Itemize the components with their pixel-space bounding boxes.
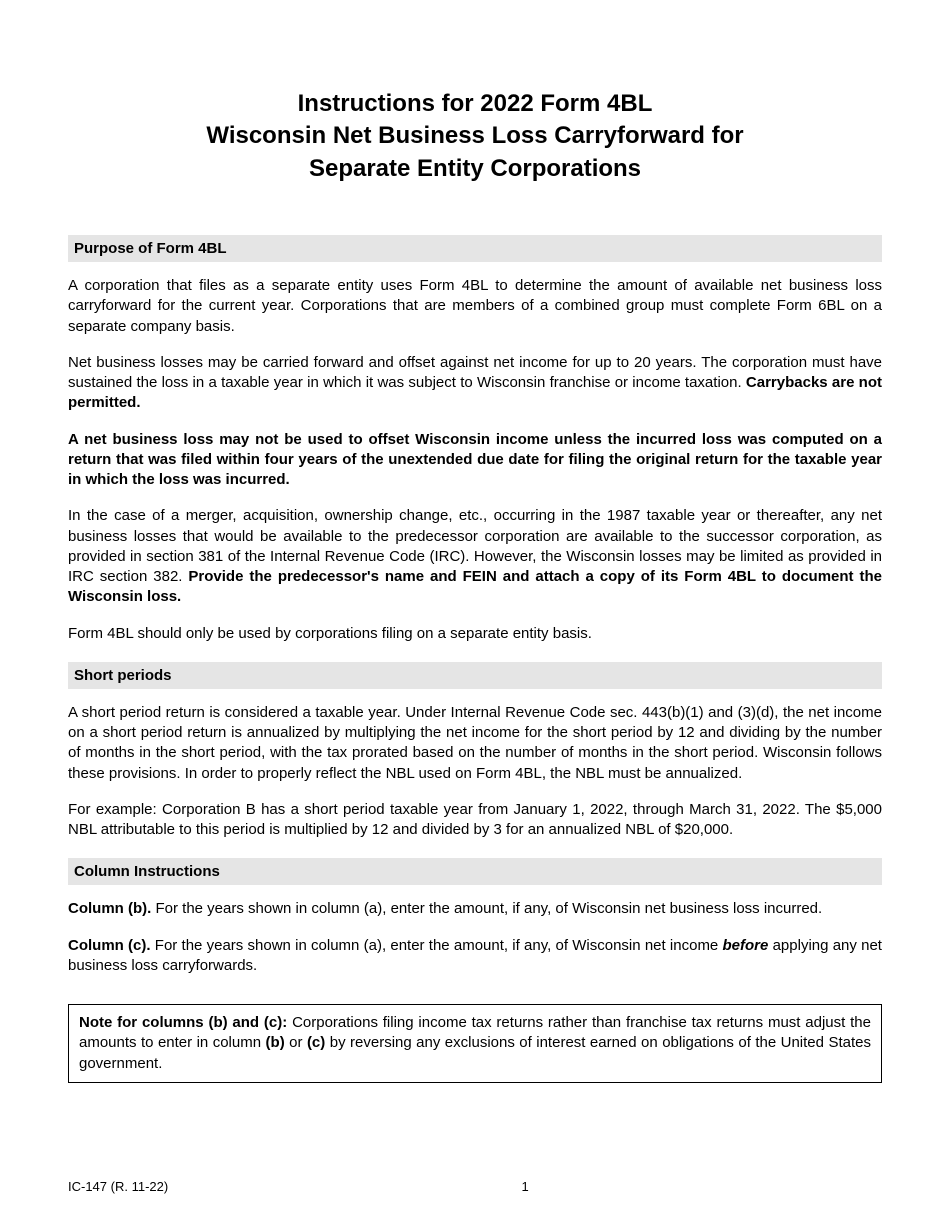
title-line-1: Instructions for 2022 Form 4BL [298, 90, 653, 117]
section-header-column-instructions: Column Instructions [68, 858, 882, 885]
purpose-para-3: A net business loss may not be used to o… [68, 430, 882, 491]
note-text-b: or [285, 1034, 307, 1051]
purpose-para-4: In the case of a merger, acquisition, ow… [68, 506, 882, 607]
purpose-para-1: A corporation that files as a separate e… [68, 276, 882, 337]
page-footer: IC-147 (R. 11-22) 1 [68, 1179, 882, 1194]
column-c-text-a: For the years shown in column (a), enter… [151, 937, 723, 954]
document-title: Instructions for 2022 Form 4BL Wisconsin… [68, 88, 882, 185]
note-b-bold: (b) [266, 1034, 285, 1051]
column-c-before: before [723, 937, 769, 954]
note-label: Note for columns (b) and (c): [79, 1014, 287, 1031]
footer-page-number: 1 [68, 1179, 882, 1194]
note-box: Note for columns (b) and (c): Corporatio… [68, 1004, 882, 1083]
section-header-purpose: Purpose of Form 4BL [68, 235, 882, 262]
title-line-2: Wisconsin Net Business Loss Carryforward… [206, 122, 743, 149]
purpose-p4-bold: Provide the predecessor's name and FEIN … [68, 568, 882, 605]
note-c-bold: (c) [307, 1034, 325, 1051]
short-periods-para-1: A short period return is considered a ta… [68, 703, 882, 784]
column-b-para: Column (b). For the years shown in colum… [68, 899, 882, 919]
column-b-text: For the years shown in column (a), enter… [151, 900, 822, 917]
document-page: Instructions for 2022 Form 4BL Wisconsin… [0, 0, 950, 1230]
purpose-para-2: Net business losses may be carried forwa… [68, 353, 882, 414]
section-header-short-periods: Short periods [68, 662, 882, 689]
purpose-para-5: Form 4BL should only be used by corporat… [68, 624, 882, 644]
short-periods-para-2: For example: Corporation B has a short p… [68, 800, 882, 841]
column-c-para: Column (c). For the years shown in colum… [68, 936, 882, 977]
footer-form-id: IC-147 (R. 11-22) [68, 1179, 168, 1194]
title-line-3: Separate Entity Corporations [309, 155, 641, 182]
column-c-label: Column (c). [68, 937, 151, 954]
column-b-label: Column (b). [68, 900, 151, 917]
